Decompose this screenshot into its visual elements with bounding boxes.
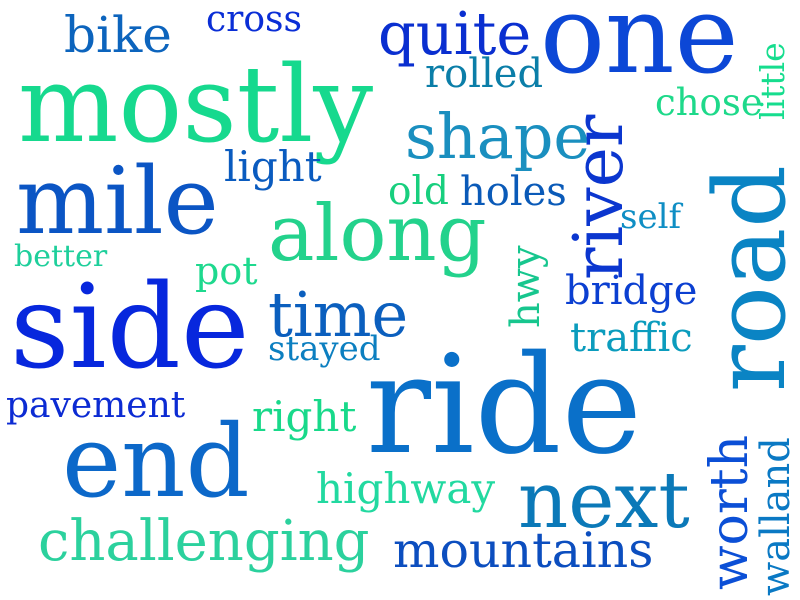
word-rolled: rolled: [425, 51, 544, 97]
word-pavement: pavement: [6, 385, 186, 426]
word-hwy: hwy: [503, 245, 549, 328]
word-pot: pot: [195, 249, 258, 293]
word-quite: quite: [378, 0, 532, 68]
word-time: time: [268, 278, 409, 351]
word-next: next: [518, 456, 690, 546]
word-self: self: [620, 197, 682, 237]
word-bike: bike: [64, 6, 172, 64]
word-stayed: stayed: [268, 329, 381, 369]
word-challenging: challenging: [38, 509, 370, 574]
word-better: better: [14, 239, 108, 274]
word-bridge: bridge: [565, 268, 698, 314]
word-ride: ride: [366, 327, 643, 485]
word-chose: chose: [655, 81, 763, 124]
word-walland: walland: [753, 437, 799, 596]
word-holes: holes: [460, 169, 567, 215]
word-mostly: mostly: [18, 43, 374, 166]
word-side: side: [10, 260, 250, 395]
word-cross: cross: [206, 0, 302, 40]
word-one: one: [540, 0, 739, 98]
word-shape: shape: [405, 100, 591, 173]
word-road: road: [694, 164, 800, 392]
word-mountains: mountains: [393, 522, 654, 579]
word-old: old: [388, 169, 449, 214]
word-end: end: [62, 403, 250, 520]
word-little: little: [753, 42, 792, 120]
word-worth: worth: [700, 434, 760, 590]
word-highway: highway: [316, 464, 496, 513]
word-traffic: traffic: [570, 315, 693, 361]
word-light: light: [224, 142, 322, 191]
word-mile: mile: [16, 147, 219, 255]
word-along: along: [268, 189, 487, 279]
word-right: right: [252, 392, 357, 441]
